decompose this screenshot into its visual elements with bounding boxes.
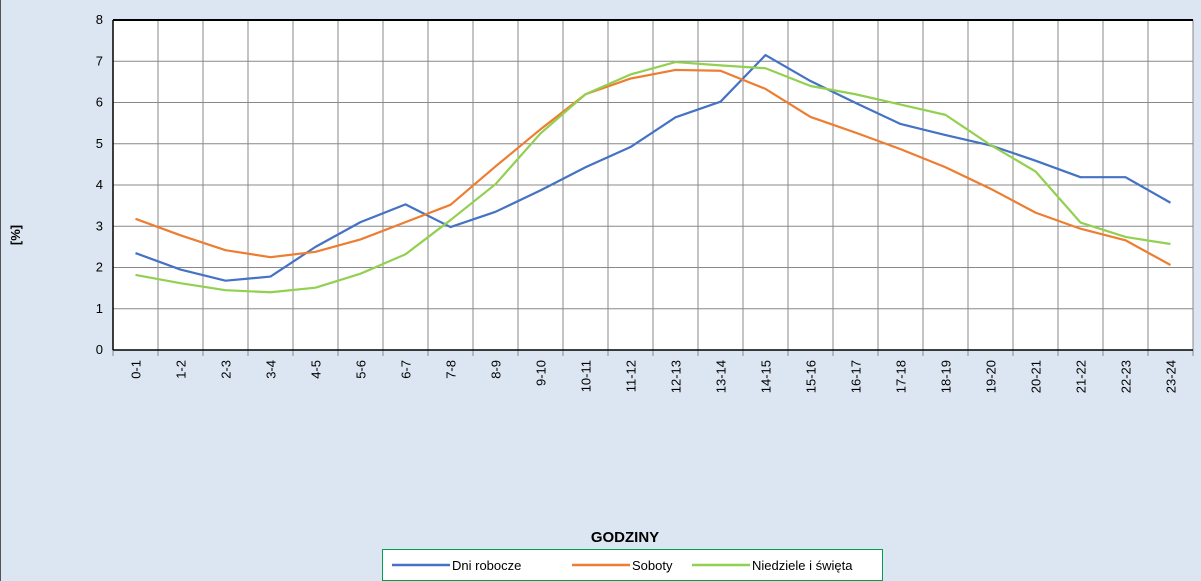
x-tick-label: 13-14 [714,360,729,393]
y-tick-label: 5 [96,136,103,151]
y-tick-label: 8 [96,12,103,27]
x-tick-label: 18-19 [939,360,954,393]
y-tick-label: 4 [96,177,103,192]
y-tick-label: 7 [96,53,103,68]
x-tick-label: 21-22 [1074,360,1089,393]
x-tick-label: 23-24 [1164,360,1179,393]
x-tick-label: 17-18 [894,360,909,393]
y-tick-label: 1 [96,301,103,316]
y-axis-label: [%] [8,225,23,245]
x-tick-label: 1-2 [174,360,189,379]
x-axis-label: GODZINY [591,529,659,546]
x-tick-label: 12-13 [669,360,684,393]
x-tick-label: 2-3 [219,360,234,379]
x-tick-label: 14-15 [759,360,774,393]
x-tick-label: 16-17 [849,360,864,393]
x-tick-label: 4-5 [309,360,324,379]
y-tick-label: 3 [96,218,103,233]
x-tick-label: 11-12 [624,360,639,392]
legend-label: Niedziele i święta [752,558,853,573]
y-tick-label: 2 [96,260,103,275]
x-tick-label: 19-20 [984,360,999,393]
y-tick-label: 0 [96,342,103,357]
x-tick-label: 9-10 [534,360,549,386]
x-tick-label: 0-1 [129,360,144,379]
legend-label: Dni robocze [452,558,521,573]
x-tick-label: 6-7 [399,360,414,379]
x-tick-label: 8-9 [489,360,504,379]
x-tick-label: 10-11 [579,360,594,392]
x-tick-label: 15-16 [804,360,819,393]
x-tick-label: 3-4 [264,360,279,379]
x-tick-label: 7-8 [444,360,459,379]
x-tick-label: 20-21 [1029,360,1044,393]
series-line [135,60,1171,294]
x-tick-label: 5-6 [354,360,369,379]
x-tick-label: 22-23 [1119,360,1134,393]
y-tick-label: 6 [96,95,103,110]
legend-label: Soboty [632,558,673,573]
series-line [135,68,1172,266]
